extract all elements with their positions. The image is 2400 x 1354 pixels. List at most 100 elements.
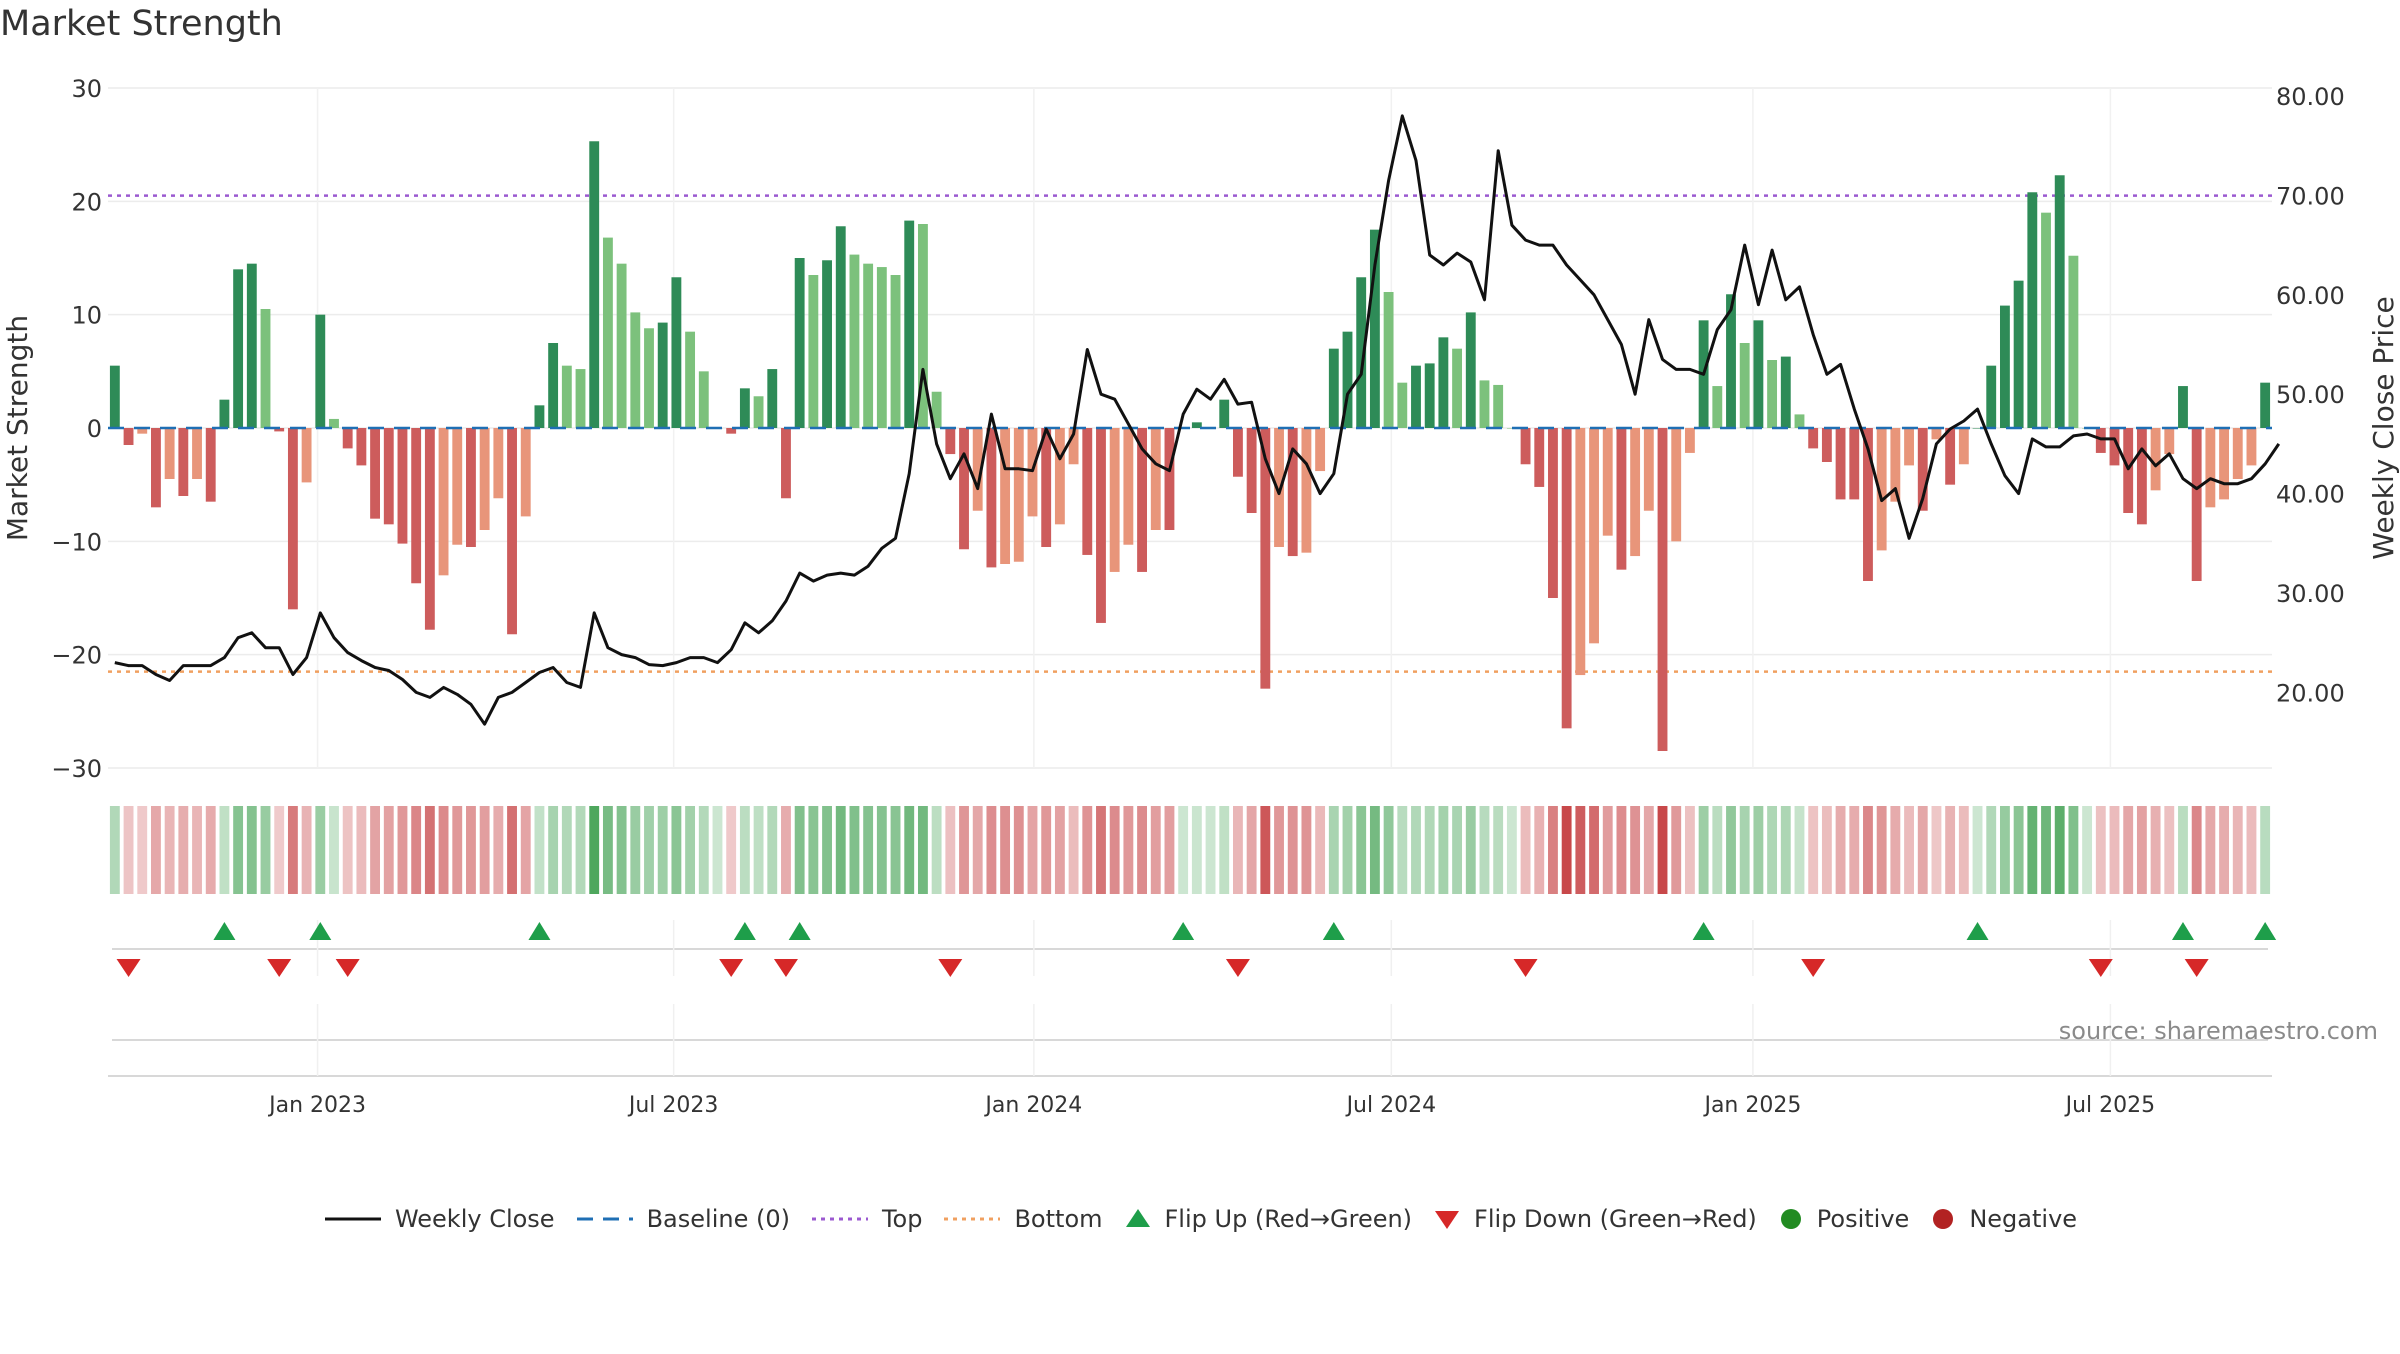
heat-cell: [2041, 806, 2051, 894]
strength-bar: [1369, 229, 1380, 428]
strength-bar: [1876, 428, 1887, 551]
chart-title: Market Strength: [0, 4, 283, 44]
strength-bar: [1890, 428, 1901, 502]
legend-item-bottom[interactable]: Bottom: [942, 1205, 1103, 1233]
strength-bar: [205, 428, 216, 502]
heat-cell: [1123, 806, 1134, 894]
legend-item-top[interactable]: Top: [810, 1205, 922, 1233]
heat-cell: [644, 806, 654, 894]
strength-bar: [904, 220, 915, 428]
strength-bar: [794, 258, 805, 428]
weekly-close-swatch: [324, 1217, 381, 1221]
legend-item-flip-down[interactable]: Flip Down (Green→Red): [1432, 1205, 1757, 1233]
flip-up-marker: [788, 922, 811, 940]
strength-bar: [1137, 428, 1147, 572]
legend-item-negative[interactable]: Negative: [1929, 1205, 2077, 1233]
heat-cell: [1438, 806, 1449, 894]
strength-bar: [123, 428, 134, 445]
heat-cell: [2136, 806, 2147, 894]
strength-bar: [1068, 428, 1079, 465]
heat-cell: [808, 806, 819, 894]
heat-cell: [822, 806, 832, 894]
strength-bar: [219, 399, 230, 428]
strength-bar: [534, 405, 545, 428]
heat-cell: [1972, 806, 1983, 894]
strength-bar: [192, 428, 202, 479]
flip-up-marker: [1322, 922, 1345, 940]
heat-cell: [959, 806, 969, 894]
strength-bar: [644, 328, 654, 428]
strength-bar: [1904, 428, 1914, 466]
y-tick-label: 20: [71, 188, 102, 216]
heat-cell: [1191, 806, 1202, 894]
strength-bar: [1383, 292, 1394, 428]
strength-bar: [520, 428, 531, 517]
heat-cell: [1643, 806, 1654, 894]
heat-cell: [1684, 806, 1695, 894]
heat-cell: [1137, 806, 1147, 894]
heat-cell: [561, 806, 572, 894]
heat-cell: [1082, 806, 1093, 894]
heat-cell: [698, 806, 709, 894]
heat-cell: [1616, 806, 1627, 894]
strength-bar: [890, 275, 901, 428]
strength-bar: [1684, 428, 1695, 453]
strength-bar: [1013, 428, 1024, 562]
strength-bar: [2068, 255, 2079, 428]
strength-bar: [1657, 428, 1668, 751]
heat-cell: [863, 806, 874, 894]
strength-bar: [1123, 428, 1134, 545]
strength-bar: [1054, 428, 1065, 525]
heat-cell: [1178, 806, 1189, 894]
strength-bar: [2219, 428, 2229, 500]
strength-bar: [808, 275, 819, 428]
heat-cell: [1424, 806, 1435, 894]
legend-item-weekly-close[interactable]: Weekly Close: [323, 1205, 555, 1233]
strength-bar: [616, 263, 627, 428]
heat-cell: [452, 806, 463, 894]
heat-cell: [1465, 806, 1476, 894]
top-swatch: [811, 1217, 868, 1221]
strength-bar: [2054, 175, 2065, 428]
bottom-swatch: [944, 1217, 1001, 1221]
heat-cell: [685, 806, 696, 894]
strength-bar: [575, 369, 586, 428]
strength-bar: [1465, 312, 1476, 428]
flip-up-marker: [528, 922, 551, 940]
negative-dot-icon: [1933, 1209, 1954, 1229]
flip-down-marker: [1225, 959, 1250, 977]
legend-item-positive[interactable]: Positive: [1777, 1205, 1909, 1233]
heat-cell: [1712, 806, 1723, 894]
strength-bar: [1452, 348, 1463, 428]
heat-cell: [315, 806, 326, 894]
strength-bar: [178, 428, 189, 496]
strength-bar: [753, 396, 764, 428]
strength-bar: [2178, 386, 2188, 428]
heat-cell: [2109, 806, 2120, 894]
heat-cell: [1246, 806, 1257, 894]
heat-cell: [1821, 806, 1832, 894]
legend-item-baseline[interactable]: Baseline (0): [575, 1205, 790, 1233]
flip-down-marker: [1513, 959, 1538, 977]
strength-bar: [1233, 428, 1243, 477]
strength-bar: [1506, 428, 1517, 429]
strength-bar: [383, 428, 394, 525]
strength-bar: [671, 277, 682, 428]
y-tick-label: −30: [51, 755, 102, 783]
strength-bar: [1315, 428, 1326, 472]
strength-bar: [876, 267, 887, 428]
heat-cell: [411, 806, 422, 894]
strength-bar: [1438, 337, 1449, 428]
heat-cell: [1479, 806, 1490, 894]
heat-cell: [2205, 806, 2216, 894]
strength-bar: [1999, 305, 2010, 428]
heat-cell: [1000, 806, 1011, 894]
legend-item-flip-up[interactable]: Flip Up (Red→Green): [1123, 1205, 1412, 1233]
strength-bar: [2232, 428, 2243, 479]
heat-cell: [493, 806, 504, 894]
strength-bar: [2095, 428, 2106, 453]
heat-cell: [301, 806, 312, 894]
heat-cell: [109, 806, 120, 894]
strength-bar: [1082, 428, 1093, 555]
